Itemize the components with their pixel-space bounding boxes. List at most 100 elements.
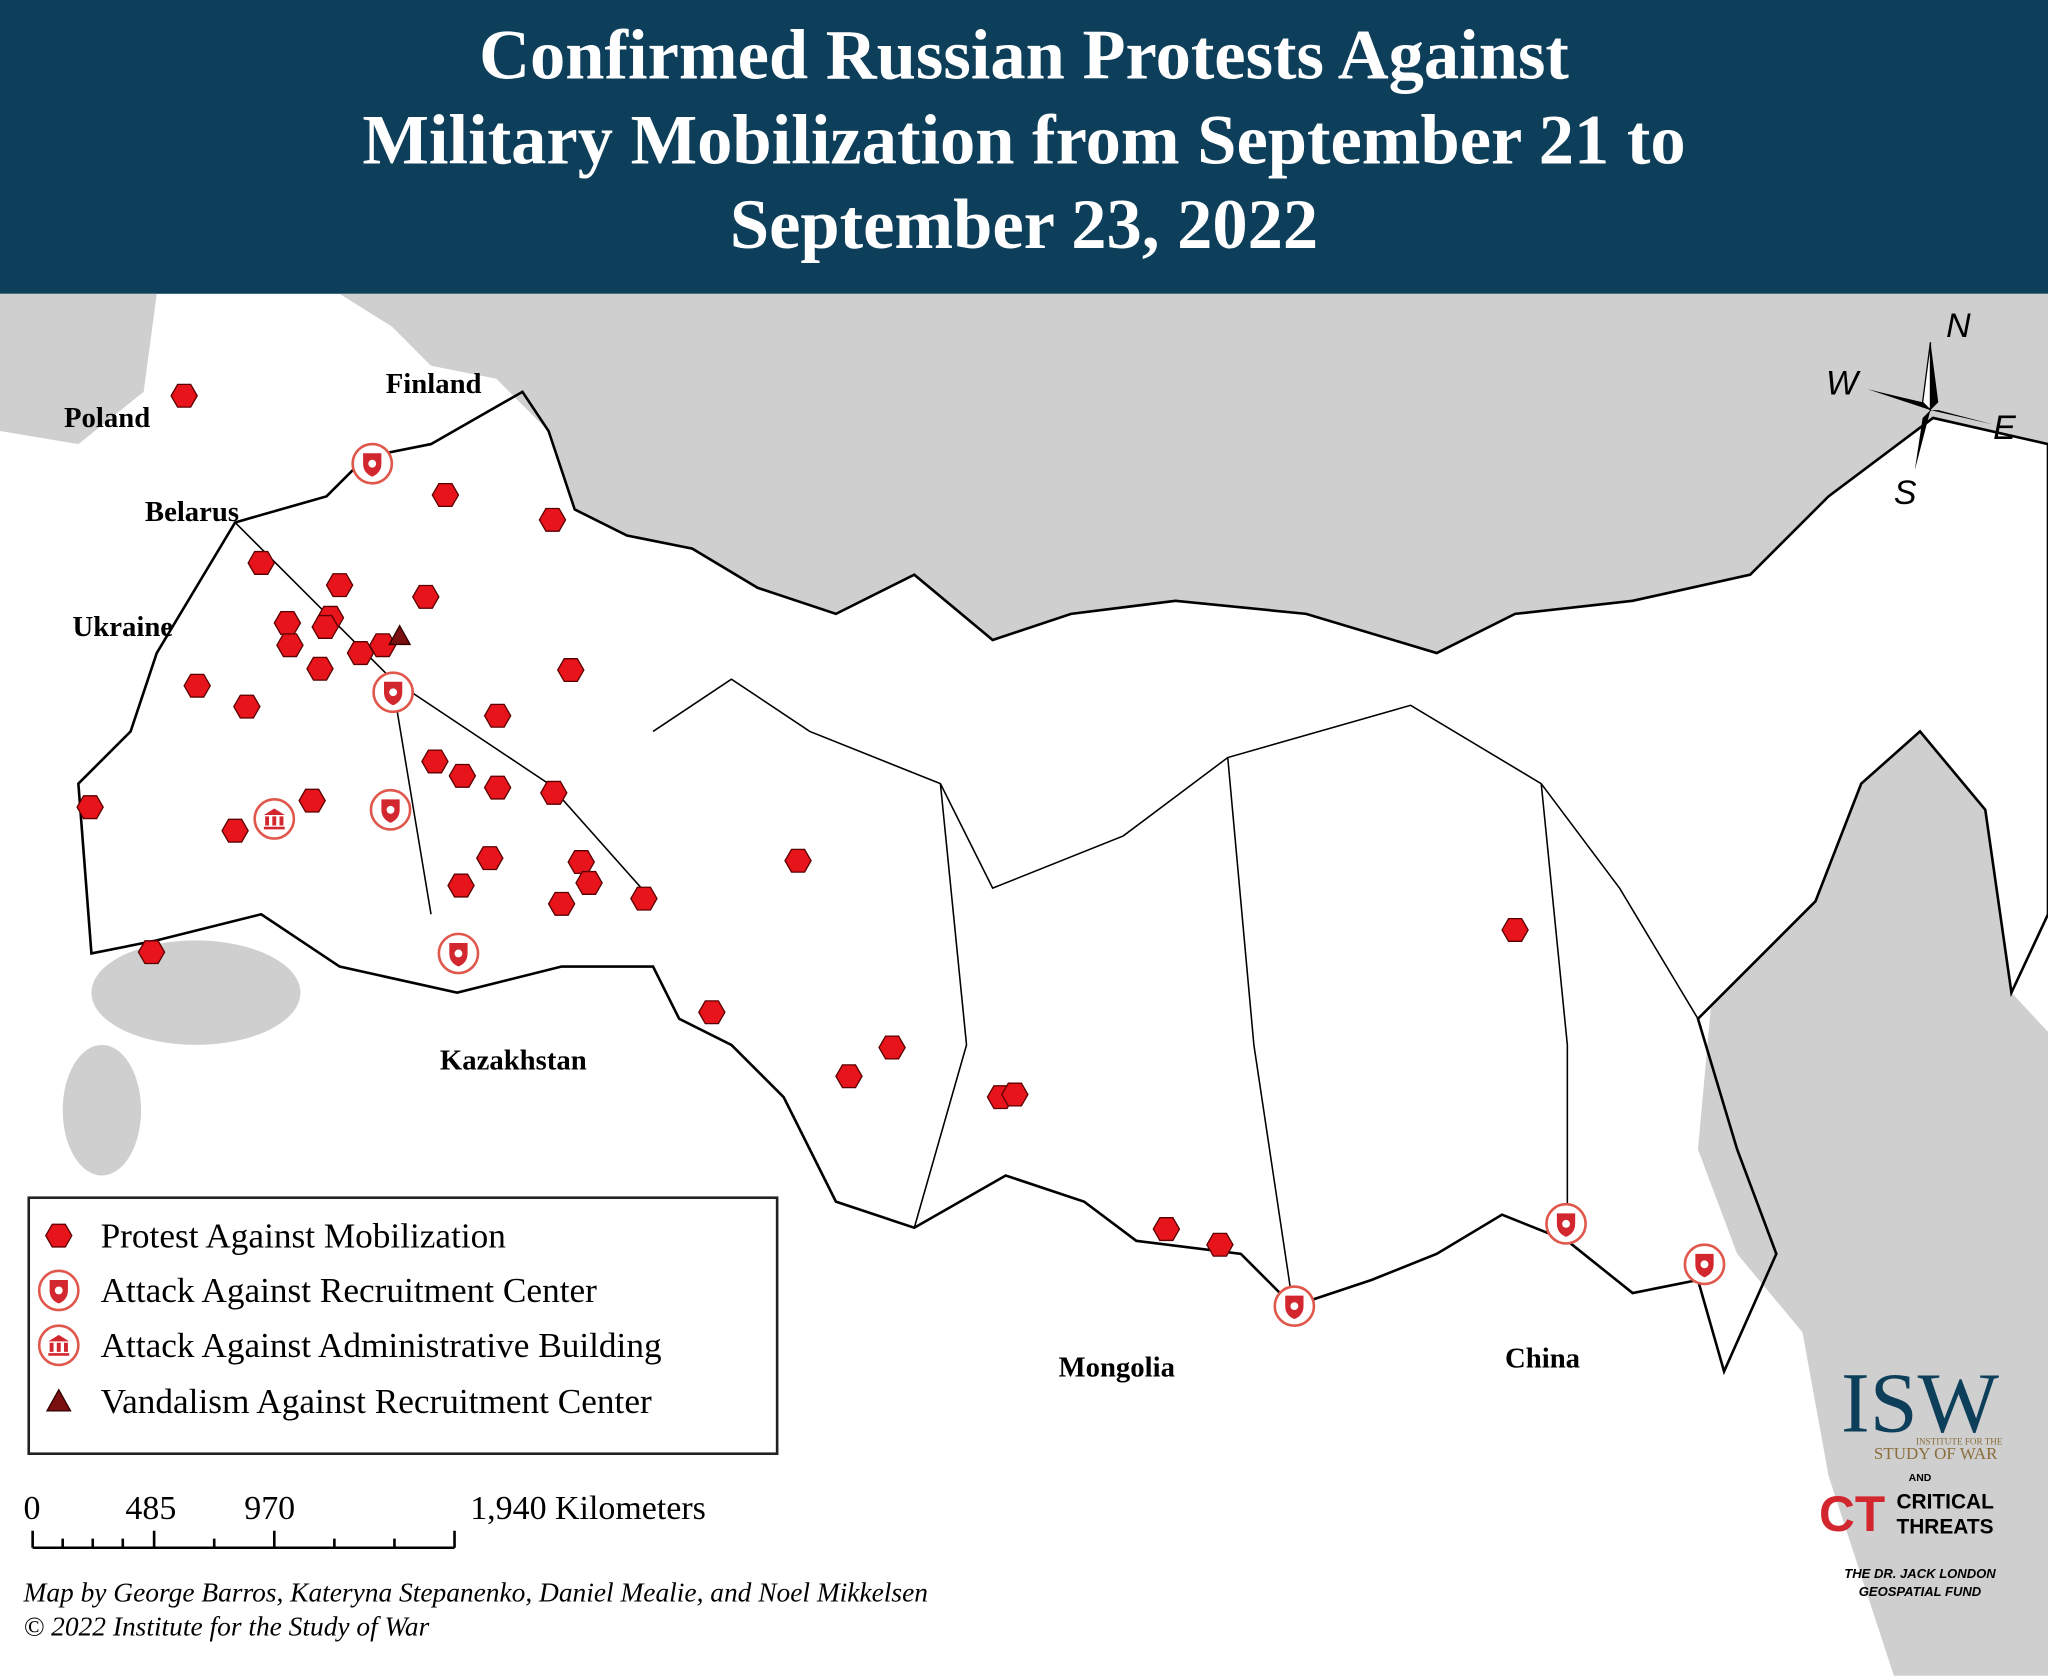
- protest-marker: [76, 795, 104, 820]
- protest-marker: [247, 550, 276, 575]
- country-label: Mongolia: [1058, 1352, 1174, 1384]
- protest-marker: [325, 573, 354, 598]
- legend-label: Attack Against Recruitment Center: [101, 1271, 598, 1310]
- credit: © 2022 Institute for the Study of War: [24, 1611, 430, 1641]
- shield-flame: [1562, 1219, 1570, 1228]
- protest-marker: [346, 641, 375, 666]
- protest-marker: [221, 818, 249, 843]
- shield-flame: [54, 1286, 63, 1295]
- logo: ISW INSTITUTE FOR THE STUDY OF WAR AND C…: [1819, 1355, 2003, 1600]
- country-label: Finland: [386, 368, 482, 400]
- legend-label: Attack Against Administrative Building: [101, 1326, 662, 1365]
- compass-label: W: [1826, 364, 1861, 402]
- title-line: September 23, 2022: [730, 186, 1318, 264]
- legend-label: Vandalism Against Recruitment Center: [101, 1382, 652, 1421]
- protest-marker: [483, 703, 512, 728]
- credit: Map by George Barros, Kateryna Stepanenk…: [23, 1577, 928, 1607]
- protest-marker: [368, 633, 397, 658]
- shield-flame: [389, 688, 398, 697]
- region-borders: [234, 521, 1699, 1307]
- shield-flame: [368, 459, 377, 468]
- shield-flame: [386, 805, 395, 814]
- admin-icon: [48, 1334, 70, 1356]
- title-line: Confirmed Russian Protests Against: [479, 16, 1569, 94]
- protest-marker: [447, 873, 475, 898]
- shield-flame: [1700, 1260, 1709, 1269]
- title-line: Military Mobilization from September 21 …: [362, 101, 1685, 179]
- scale-label: 485: [125, 1490, 176, 1527]
- arctic-ocean: [339, 293, 2048, 654]
- protest-marker: [567, 850, 596, 875]
- protest-marker: [575, 870, 603, 895]
- compass-label: E: [1993, 409, 2016, 447]
- compass-label: S: [1894, 474, 1917, 512]
- country-label: Kazakhstan: [440, 1045, 587, 1077]
- scale-label: 0: [24, 1490, 41, 1527]
- protest-marker: [431, 483, 460, 508]
- compass-label: N: [1946, 307, 1971, 345]
- logo-text: THREATS: [1896, 1515, 1993, 1538]
- scale-line: [31, 1530, 456, 1550]
- protest-marker: [878, 1035, 906, 1060]
- protest-marker: [556, 658, 585, 683]
- baltic-sea: [0, 293, 157, 445]
- logo-ct: CT: [1819, 1486, 1885, 1542]
- protest-marker: [137, 940, 166, 965]
- scale-label: 970: [244, 1490, 295, 1527]
- protest-marker: [547, 891, 576, 916]
- shield-flame: [1290, 1302, 1299, 1311]
- markers: [76, 383, 1726, 1328]
- protest-marker: [44, 1223, 73, 1248]
- protest-marker: [1501, 917, 1529, 942]
- compass-star: [1930, 410, 1994, 425]
- protest-marker: [276, 633, 304, 658]
- protest-marker: [233, 694, 261, 719]
- logo-text: STUDY OF WAR: [1874, 1444, 1998, 1463]
- protest-marker: [170, 383, 198, 408]
- russia-border: [77, 390, 2048, 1376]
- protest-marker: [475, 846, 504, 871]
- country-label: Belarus: [145, 496, 239, 528]
- protest-marker: [483, 775, 512, 800]
- logo-text: CRITICAL: [1896, 1491, 1994, 1514]
- country-label: Ukraine: [73, 611, 174, 643]
- shield-flame: [454, 949, 463, 958]
- logo-text: GEOSPATIAL FUND: [1859, 1584, 1982, 1599]
- protest-marker: [306, 656, 334, 681]
- protest-marker: [630, 886, 658, 911]
- protest-marker: [311, 614, 340, 639]
- protest-marker: [411, 584, 440, 609]
- country-labels: Poland Finland Belarus Ukraine Kazakhstan Mon…: [64, 368, 1580, 1384]
- title-bar: [0, 0, 2048, 294]
- logo-isw: ISW: [1841, 1355, 2000, 1451]
- protest-marker: [183, 673, 212, 698]
- vandalism-marker: [45, 1388, 72, 1412]
- protest-marker: [448, 763, 477, 788]
- country-label: Poland: [64, 402, 150, 434]
- protest-marker: [1001, 1082, 1029, 1107]
- protest-marker: [698, 1000, 726, 1025]
- country-label: China: [1505, 1343, 1580, 1375]
- compass-star: [1930, 342, 1939, 411]
- protest-marker: [273, 611, 302, 636]
- legend: Protest Against Mobilization Attack Again…: [37, 1216, 662, 1421]
- scale-label: 1,940 Kilometers: [470, 1490, 706, 1527]
- protest-marker: [421, 749, 449, 774]
- protest-marker: [1206, 1232, 1234, 1257]
- logo-text: THE DR. JACK LONDON: [1844, 1566, 1996, 1581]
- scale-bar: 0 485 970 1,940 Kilometers: [24, 1490, 706, 1550]
- logo-text: AND: [1909, 1473, 1932, 1484]
- caspian-sea: [62, 1044, 142, 1176]
- logo-text: INSTITUTE FOR THE: [1916, 1437, 2003, 1447]
- legend-label: Protest Against Mobilization: [101, 1216, 507, 1255]
- protest-marker: [1152, 1217, 1181, 1242]
- protest-marker: [539, 780, 568, 805]
- pacific-ocean: [1697, 470, 2048, 1676]
- protest-marker: [538, 507, 567, 532]
- protest-marker: [835, 1064, 863, 1089]
- protest-marker: [784, 848, 812, 873]
- legend-box: [27, 1196, 779, 1456]
- vandalism-marker: [388, 624, 412, 646]
